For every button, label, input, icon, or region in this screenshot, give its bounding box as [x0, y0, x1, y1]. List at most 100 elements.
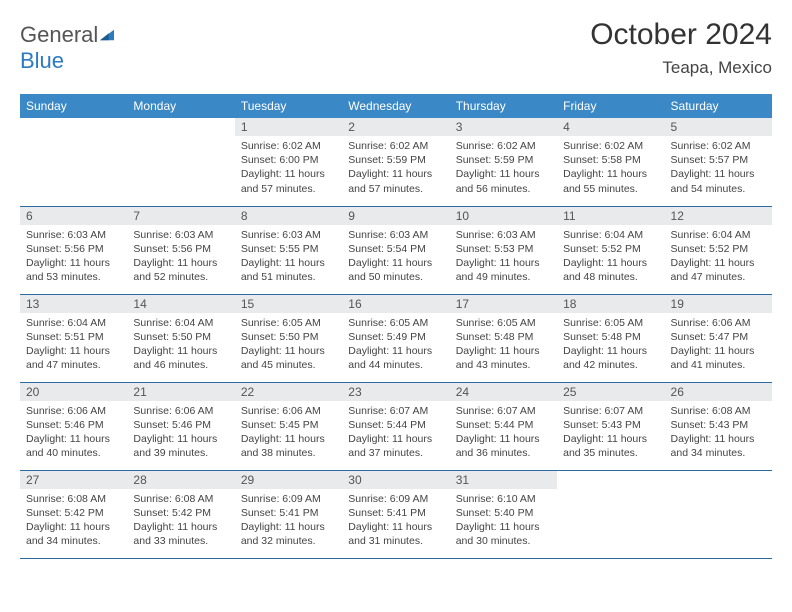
- day-details: Sunrise: 6:04 AMSunset: 5:51 PMDaylight:…: [20, 313, 127, 377]
- calendar-day-cell: 24Sunrise: 6:07 AMSunset: 5:44 PMDayligh…: [450, 382, 557, 470]
- calendar-day-cell: 4Sunrise: 6:02 AMSunset: 5:58 PMDaylight…: [557, 118, 664, 206]
- calendar-day-cell: 15Sunrise: 6:05 AMSunset: 5:50 PMDayligh…: [235, 294, 342, 382]
- calendar-day-cell: 28Sunrise: 6:08 AMSunset: 5:42 PMDayligh…: [127, 470, 234, 558]
- day-number: 24: [450, 383, 557, 401]
- weekday-header: Wednesday: [342, 94, 449, 118]
- day-number: 20: [20, 383, 127, 401]
- day-number: 19: [665, 295, 772, 313]
- day-details: Sunrise: 6:02 AMSunset: 5:57 PMDaylight:…: [665, 136, 772, 200]
- weekday-header: Saturday: [665, 94, 772, 118]
- day-details: Sunrise: 6:08 AMSunset: 5:42 PMDaylight:…: [127, 489, 234, 553]
- calendar-day-cell: 2Sunrise: 6:02 AMSunset: 5:59 PMDaylight…: [342, 118, 449, 206]
- brand-logo: GeneralBlue: [20, 18, 116, 74]
- weekday-header: Thursday: [450, 94, 557, 118]
- day-number: 31: [450, 471, 557, 489]
- day-number: 27: [20, 471, 127, 489]
- calendar-day-cell: 10Sunrise: 6:03 AMSunset: 5:53 PMDayligh…: [450, 206, 557, 294]
- calendar-day-cell: 7Sunrise: 6:03 AMSunset: 5:56 PMDaylight…: [127, 206, 234, 294]
- day-number: 17: [450, 295, 557, 313]
- weekday-header: Friday: [557, 94, 664, 118]
- day-details: Sunrise: 6:05 AMSunset: 5:48 PMDaylight:…: [557, 313, 664, 377]
- day-number: 22: [235, 383, 342, 401]
- day-details: Sunrise: 6:07 AMSunset: 5:43 PMDaylight:…: [557, 401, 664, 465]
- calendar-day-cell: 18Sunrise: 6:05 AMSunset: 5:48 PMDayligh…: [557, 294, 664, 382]
- day-number: 8: [235, 207, 342, 225]
- day-details: Sunrise: 6:10 AMSunset: 5:40 PMDaylight:…: [450, 489, 557, 553]
- day-details: Sunrise: 6:09 AMSunset: 5:41 PMDaylight:…: [342, 489, 449, 553]
- day-details: Sunrise: 6:03 AMSunset: 5:55 PMDaylight:…: [235, 225, 342, 289]
- day-details: Sunrise: 6:02 AMSunset: 6:00 PMDaylight:…: [235, 136, 342, 200]
- day-number: 29: [235, 471, 342, 489]
- day-number: 26: [665, 383, 772, 401]
- sail-icon: [98, 22, 116, 36]
- calendar-day-cell: [20, 118, 127, 206]
- calendar-day-cell: 30Sunrise: 6:09 AMSunset: 5:41 PMDayligh…: [342, 470, 449, 558]
- day-details: Sunrise: 6:02 AMSunset: 5:59 PMDaylight:…: [450, 136, 557, 200]
- day-number: 30: [342, 471, 449, 489]
- day-number: 11: [557, 207, 664, 225]
- day-number: 21: [127, 383, 234, 401]
- day-details: Sunrise: 6:03 AMSunset: 5:54 PMDaylight:…: [342, 225, 449, 289]
- day-details: Sunrise: 6:04 AMSunset: 5:50 PMDaylight:…: [127, 313, 234, 377]
- calendar-week-row: 27Sunrise: 6:08 AMSunset: 5:42 PMDayligh…: [20, 470, 772, 558]
- day-number: 6: [20, 207, 127, 225]
- header: GeneralBlue October 2024 Teapa, Mexico: [20, 18, 772, 80]
- calendar-day-cell: 6Sunrise: 6:03 AMSunset: 5:56 PMDaylight…: [20, 206, 127, 294]
- weekday-header: Tuesday: [235, 94, 342, 118]
- month-title: October 2024: [590, 18, 772, 52]
- calendar-day-cell: 19Sunrise: 6:06 AMSunset: 5:47 PMDayligh…: [665, 294, 772, 382]
- calendar-day-cell: 31Sunrise: 6:10 AMSunset: 5:40 PMDayligh…: [450, 470, 557, 558]
- weekday-header: Monday: [127, 94, 234, 118]
- brand-name: GeneralBlue: [20, 22, 116, 74]
- day-details: Sunrise: 6:02 AMSunset: 5:59 PMDaylight:…: [342, 136, 449, 200]
- day-details: Sunrise: 6:09 AMSunset: 5:41 PMDaylight:…: [235, 489, 342, 553]
- calendar-day-cell: 22Sunrise: 6:06 AMSunset: 5:45 PMDayligh…: [235, 382, 342, 470]
- calendar-day-cell: 9Sunrise: 6:03 AMSunset: 5:54 PMDaylight…: [342, 206, 449, 294]
- calendar-day-cell: 26Sunrise: 6:08 AMSunset: 5:43 PMDayligh…: [665, 382, 772, 470]
- location: Teapa, Mexico: [590, 58, 772, 78]
- day-details: Sunrise: 6:06 AMSunset: 5:46 PMDaylight:…: [127, 401, 234, 465]
- day-number: 9: [342, 207, 449, 225]
- day-number: 3: [450, 118, 557, 136]
- calendar-day-cell: 23Sunrise: 6:07 AMSunset: 5:44 PMDayligh…: [342, 382, 449, 470]
- day-details: Sunrise: 6:03 AMSunset: 5:53 PMDaylight:…: [450, 225, 557, 289]
- calendar-day-cell: 5Sunrise: 6:02 AMSunset: 5:57 PMDaylight…: [665, 118, 772, 206]
- calendar-table: SundayMondayTuesdayWednesdayThursdayFrid…: [20, 94, 772, 559]
- title-block: October 2024 Teapa, Mexico: [590, 18, 772, 80]
- calendar-day-cell: [557, 470, 664, 558]
- calendar-week-row: 13Sunrise: 6:04 AMSunset: 5:51 PMDayligh…: [20, 294, 772, 382]
- day-details: Sunrise: 6:08 AMSunset: 5:43 PMDaylight:…: [665, 401, 772, 465]
- day-details: Sunrise: 6:04 AMSunset: 5:52 PMDaylight:…: [557, 225, 664, 289]
- day-number: 5: [665, 118, 772, 136]
- calendar-week-row: 1Sunrise: 6:02 AMSunset: 6:00 PMDaylight…: [20, 118, 772, 206]
- day-details: Sunrise: 6:05 AMSunset: 5:49 PMDaylight:…: [342, 313, 449, 377]
- calendar-day-cell: 14Sunrise: 6:04 AMSunset: 5:50 PMDayligh…: [127, 294, 234, 382]
- brand-name-1: General: [20, 22, 98, 47]
- calendar-day-cell: 17Sunrise: 6:05 AMSunset: 5:48 PMDayligh…: [450, 294, 557, 382]
- day-details: Sunrise: 6:07 AMSunset: 5:44 PMDaylight:…: [450, 401, 557, 465]
- day-details: Sunrise: 6:02 AMSunset: 5:58 PMDaylight:…: [557, 136, 664, 200]
- day-number: 25: [557, 383, 664, 401]
- day-details: Sunrise: 6:06 AMSunset: 5:45 PMDaylight:…: [235, 401, 342, 465]
- day-number: 16: [342, 295, 449, 313]
- calendar-day-cell: 27Sunrise: 6:08 AMSunset: 5:42 PMDayligh…: [20, 470, 127, 558]
- calendar-day-cell: [127, 118, 234, 206]
- day-number: 18: [557, 295, 664, 313]
- day-details: Sunrise: 6:08 AMSunset: 5:42 PMDaylight:…: [20, 489, 127, 553]
- calendar-day-cell: 12Sunrise: 6:04 AMSunset: 5:52 PMDayligh…: [665, 206, 772, 294]
- day-number: 12: [665, 207, 772, 225]
- calendar-day-cell: 25Sunrise: 6:07 AMSunset: 5:43 PMDayligh…: [557, 382, 664, 470]
- day-number: 7: [127, 207, 234, 225]
- calendar-day-cell: 13Sunrise: 6:04 AMSunset: 5:51 PMDayligh…: [20, 294, 127, 382]
- day-number: 1: [235, 118, 342, 136]
- calendar-day-cell: 16Sunrise: 6:05 AMSunset: 5:49 PMDayligh…: [342, 294, 449, 382]
- day-number: 15: [235, 295, 342, 313]
- day-details: Sunrise: 6:03 AMSunset: 5:56 PMDaylight:…: [20, 225, 127, 289]
- calendar-day-cell: 1Sunrise: 6:02 AMSunset: 6:00 PMDaylight…: [235, 118, 342, 206]
- day-number: 2: [342, 118, 449, 136]
- calendar-body: 1Sunrise: 6:02 AMSunset: 6:00 PMDaylight…: [20, 118, 772, 558]
- weekday-header: Sunday: [20, 94, 127, 118]
- calendar-day-cell: 8Sunrise: 6:03 AMSunset: 5:55 PMDaylight…: [235, 206, 342, 294]
- day-details: Sunrise: 6:04 AMSunset: 5:52 PMDaylight:…: [665, 225, 772, 289]
- calendar-day-cell: 21Sunrise: 6:06 AMSunset: 5:46 PMDayligh…: [127, 382, 234, 470]
